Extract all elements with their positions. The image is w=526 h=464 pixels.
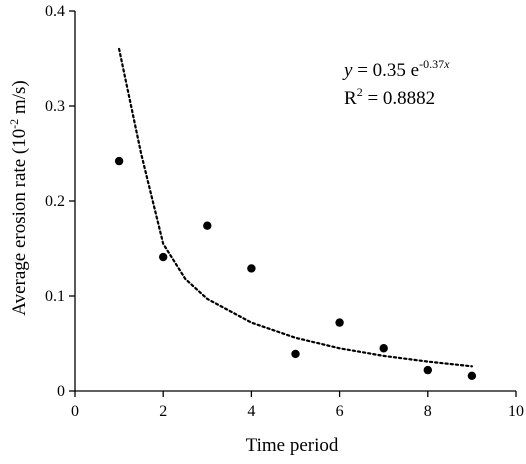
y-tick-label: 0 bbox=[57, 383, 65, 400]
r-squared-base: R bbox=[344, 88, 357, 109]
data-point bbox=[291, 349, 300, 359]
x-axis-title: Time period bbox=[246, 435, 339, 456]
y-axis-title-base: Average erosion rate (10 bbox=[9, 129, 30, 316]
equation-exponent-variable: x bbox=[443, 57, 450, 71]
equation-body: = 0.35 e bbox=[352, 60, 419, 81]
y-tick-label: 0.3 bbox=[45, 98, 65, 115]
fit-equation: y = 0.35 e-0.37x bbox=[342, 57, 450, 81]
y-axis-title-unit: m/s) bbox=[9, 80, 30, 119]
data-point bbox=[114, 156, 124, 166]
r-squared-superscript: 2 bbox=[357, 85, 363, 99]
y-axis-title-exponent: -2 bbox=[7, 119, 21, 129]
data-points bbox=[114, 156, 477, 380]
y-ticks: 0 0.1 0.2 0.3 0.4 bbox=[45, 3, 75, 400]
data-point bbox=[247, 264, 256, 273]
x-ticks: 0 2 4 6 8 10 bbox=[71, 391, 524, 420]
trendline bbox=[118, 47, 473, 368]
x-tick-label: 4 bbox=[247, 403, 255, 420]
data-point bbox=[379, 344, 388, 353]
r-squared-value: = 0.8882 bbox=[363, 88, 435, 109]
x-tick-label: 0 bbox=[71, 403, 79, 420]
y-tick-label: 0.1 bbox=[45, 288, 65, 305]
x-tick-label: 2 bbox=[159, 403, 167, 420]
data-point bbox=[423, 365, 432, 375]
y-tick-label: 0.2 bbox=[45, 193, 65, 210]
y-axis-title: Average erosion rate (10-2 m/s) bbox=[7, 80, 30, 315]
y-tick-label: 0.4 bbox=[45, 3, 65, 20]
equation-variable: y bbox=[342, 60, 353, 81]
r-squared: R2 = 0.8882 bbox=[344, 85, 435, 109]
data-point bbox=[203, 221, 212, 230]
data-point bbox=[335, 318, 344, 327]
x-tick-label: 8 bbox=[424, 403, 432, 420]
x-tick-label: 6 bbox=[336, 403, 344, 420]
equation-exponent-number: -0.37 bbox=[419, 57, 444, 71]
axes bbox=[74, 11, 516, 392]
data-point bbox=[467, 371, 477, 380]
x-tick-label: 10 bbox=[508, 403, 524, 420]
data-point bbox=[159, 252, 168, 262]
